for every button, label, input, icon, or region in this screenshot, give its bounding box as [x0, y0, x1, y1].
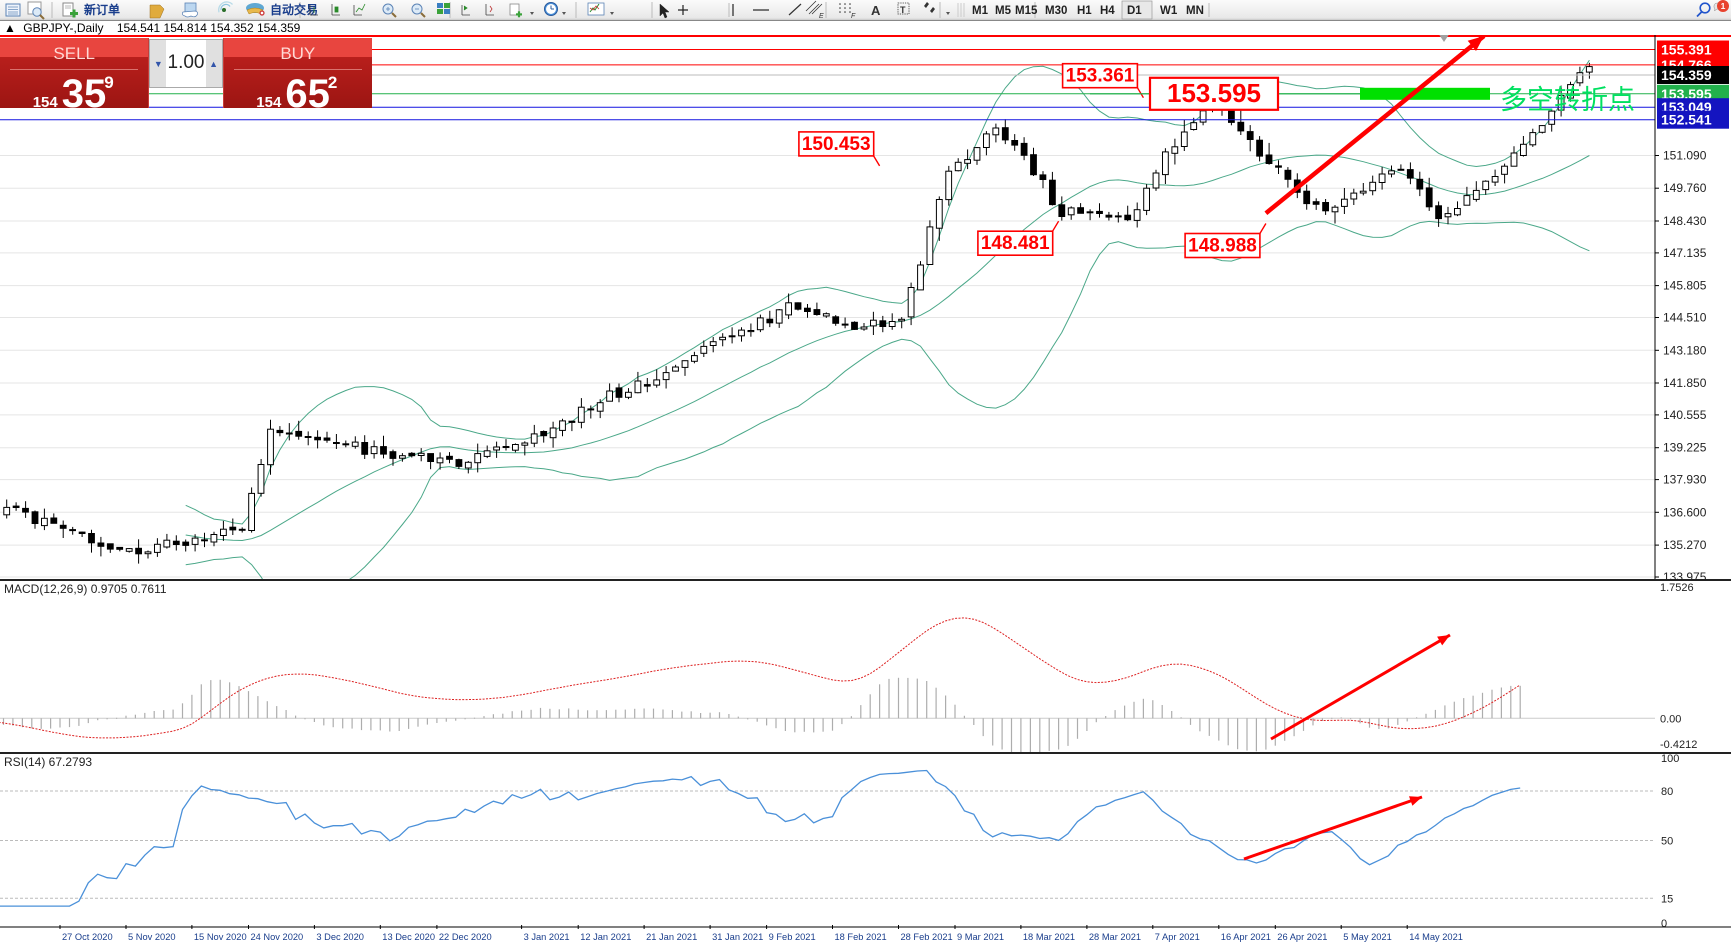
svg-text:14 May 2021: 14 May 2021 [1409, 932, 1463, 942]
svg-text:13 Dec 2020: 13 Dec 2020 [382, 932, 435, 942]
svg-text:E: E [819, 13, 824, 20]
svg-text:135.270: 135.270 [1663, 538, 1707, 552]
svg-text:144.510: 144.510 [1663, 311, 1707, 325]
svg-text:5 May 2021: 5 May 2021 [1343, 932, 1392, 942]
svg-text:140.555: 140.555 [1663, 408, 1707, 422]
svg-text:M1: M1 [972, 5, 989, 17]
svg-text:152.541: 152.541 [1661, 112, 1712, 128]
svg-text:100: 100 [1661, 754, 1679, 765]
svg-text:M5: M5 [995, 5, 1012, 17]
svg-text:多空转折点: 多空转折点 [1500, 85, 1635, 115]
svg-text:28 Mar 2021: 28 Mar 2021 [1089, 932, 1141, 942]
svg-text:148.988: 148.988 [1188, 236, 1257, 257]
svg-text:153.595: 153.595 [1167, 78, 1261, 108]
svg-text:15 Nov 2020: 15 Nov 2020 [194, 932, 247, 942]
svg-text:F: F [851, 13, 856, 20]
svg-text:145.805: 145.805 [1663, 279, 1707, 293]
svg-text:80: 80 [1661, 786, 1673, 798]
svg-text:T: T [900, 5, 906, 15]
svg-text:139.225: 139.225 [1663, 441, 1707, 455]
svg-text:D1: D1 [1127, 5, 1142, 17]
svg-text:M15: M15 [1015, 5, 1038, 17]
svg-text:143.180: 143.180 [1663, 343, 1707, 357]
svg-text:15: 15 [1661, 893, 1673, 905]
svg-text:22 Dec 2020: 22 Dec 2020 [439, 932, 492, 942]
svg-text:新订单: 新订单 [84, 2, 120, 17]
svg-text:133.975: 133.975 [1663, 570, 1707, 579]
svg-text:9 Feb 2021: 9 Feb 2021 [769, 932, 816, 942]
svg-text:3 Dec 2020: 3 Dec 2020 [316, 932, 364, 942]
svg-text:147.135: 147.135 [1663, 246, 1707, 260]
svg-text:1: 1 [1721, 1, 1726, 11]
svg-text:148.481: 148.481 [981, 233, 1050, 254]
svg-text:H4: H4 [1100, 5, 1115, 17]
svg-text:7 Apr 2021: 7 Apr 2021 [1155, 932, 1200, 942]
svg-text:-0.4212: -0.4212 [1660, 739, 1697, 751]
svg-text:18 Mar 2021: 18 Mar 2021 [1023, 932, 1075, 942]
svg-text:16 Apr 2021: 16 Apr 2021 [1221, 932, 1271, 942]
svg-text:24 Nov 2020: 24 Nov 2020 [251, 932, 304, 942]
svg-text:21 Jan 2021: 21 Jan 2021 [646, 932, 697, 942]
svg-text:MACD(12,26,9) 0.9705 0.7611: MACD(12,26,9) 0.9705 0.7611 [4, 582, 167, 596]
svg-text:26 Apr 2021: 26 Apr 2021 [1277, 932, 1327, 942]
svg-text:50: 50 [1661, 836, 1673, 848]
svg-text:137.930: 137.930 [1663, 473, 1707, 487]
svg-text:153.361: 153.361 [1066, 66, 1135, 87]
svg-text:151.090: 151.090 [1663, 149, 1707, 163]
svg-text:27 Oct 2020: 27 Oct 2020 [62, 932, 113, 942]
svg-text:149.760: 149.760 [1663, 181, 1707, 195]
svg-text:154.359: 154.359 [1661, 67, 1712, 83]
svg-text:MN: MN [1186, 5, 1204, 17]
svg-text:A: A [871, 3, 881, 18]
svg-text:136.600: 136.600 [1663, 505, 1707, 519]
svg-text:141.850: 141.850 [1663, 376, 1707, 390]
svg-text:H1: H1 [1077, 5, 1092, 17]
svg-text:148.430: 148.430 [1663, 214, 1707, 228]
svg-text:155.391: 155.391 [1661, 42, 1712, 58]
svg-text:9 Mar 2021: 9 Mar 2021 [957, 932, 1004, 942]
svg-text:0.00: 0.00 [1660, 713, 1681, 725]
svg-text:0: 0 [1661, 918, 1667, 930]
svg-text:31 Jan 2021: 31 Jan 2021 [712, 932, 763, 942]
svg-text:28 Feb 2021: 28 Feb 2021 [901, 932, 953, 942]
svg-text:150.453: 150.453 [802, 134, 871, 155]
svg-text:18 Feb 2021: 18 Feb 2021 [835, 932, 887, 942]
svg-text:M30: M30 [1045, 5, 1067, 17]
svg-text:3 Jan 2021: 3 Jan 2021 [524, 932, 570, 942]
svg-text:1.7526: 1.7526 [1660, 582, 1694, 594]
svg-text:RSI(14) 67.2793: RSI(14) 67.2793 [4, 755, 92, 769]
svg-text:5 Nov 2020: 5 Nov 2020 [128, 932, 176, 942]
svg-text:12 Jan 2021: 12 Jan 2021 [580, 932, 631, 942]
svg-text:W1: W1 [1160, 5, 1178, 17]
